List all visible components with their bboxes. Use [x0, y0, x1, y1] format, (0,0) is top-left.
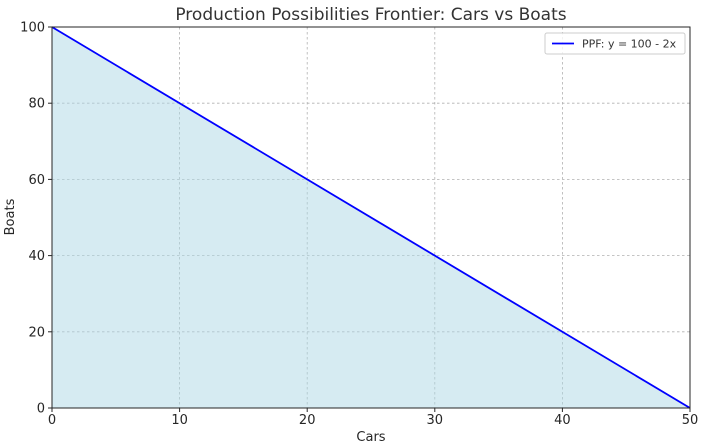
- plot-series: [51, 26, 691, 409]
- y-tick-label: 40: [28, 249, 45, 264]
- y-tick-label: 80: [28, 97, 45, 112]
- x-tick-label: 20: [299, 413, 316, 428]
- ppf-line: [51, 26, 691, 409]
- axis-ticks: 0 10 20 30 40 50 0 20 40 60 80 100: [20, 21, 698, 429]
- x-tick-label: 10: [171, 413, 188, 428]
- x-axis-label: Cars: [356, 430, 385, 445]
- x-tick-label: 40: [554, 413, 571, 428]
- y-tick-label: 100: [20, 21, 45, 36]
- y-tick-label: 20: [28, 325, 45, 340]
- y-tick-label: 0: [37, 402, 45, 417]
- legend-box: [544, 32, 686, 55]
- legend: PPF: y = 100 - 2x: [544, 32, 686, 55]
- y-tick-label: 60: [28, 173, 45, 188]
- chart-title: Production Possibilities Frontier: Cars …: [175, 5, 566, 25]
- x-tick-label: 0: [48, 413, 56, 428]
- plot-frame: [51, 26, 691, 409]
- x-tick-label: 50: [682, 413, 699, 428]
- legend-label: PPF: y = 100 - 2x: [582, 38, 677, 51]
- y-axis-label: Boats: [3, 198, 18, 235]
- x-tick-label: 30: [427, 413, 444, 428]
